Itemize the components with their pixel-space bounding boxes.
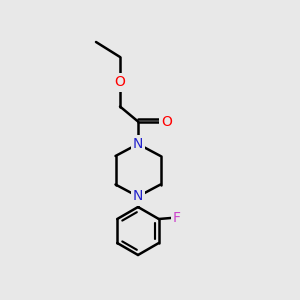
- Text: F: F: [173, 211, 181, 224]
- Text: N: N: [133, 190, 143, 203]
- Text: O: O: [161, 115, 172, 128]
- Text: O: O: [115, 76, 125, 89]
- Text: N: N: [133, 137, 143, 151]
